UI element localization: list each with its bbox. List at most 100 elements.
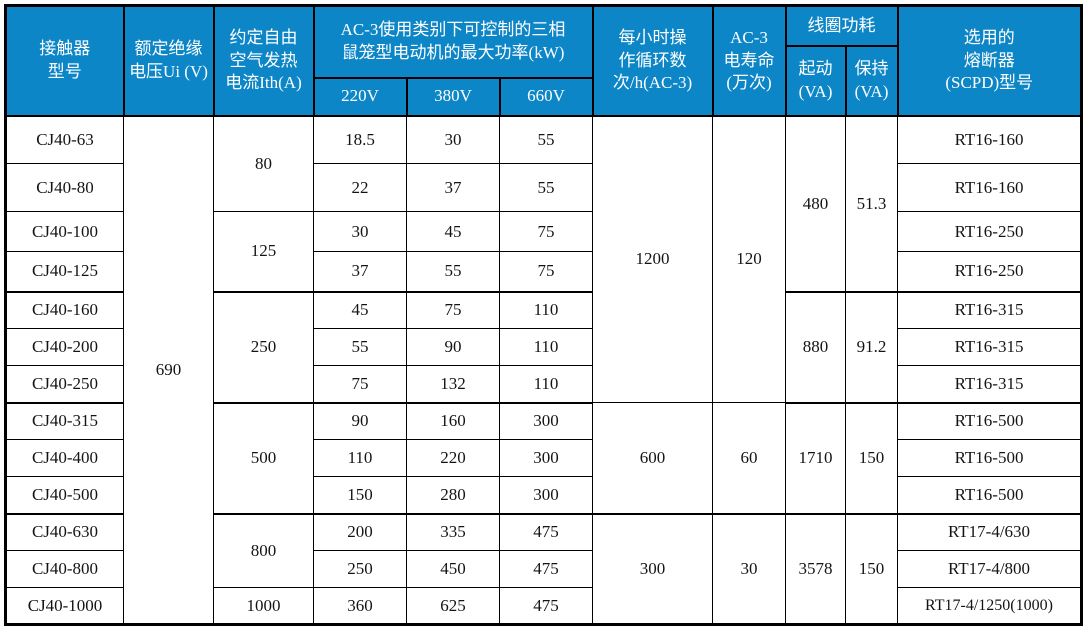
cell-ops: 1200 xyxy=(592,115,714,403)
cell-p380: 220 xyxy=(406,439,500,477)
cell-fuse: RT16-315 xyxy=(897,328,1083,366)
table-row: CJ40-500 150 280 300 RT16-500 xyxy=(5,476,1083,515)
header-contactor-model: 接触器 型号 xyxy=(4,4,125,117)
cell-coil-hold: 150 xyxy=(845,402,899,515)
table-body: CJ40-63 690 80 18.5 30 55 1200 120 480 5… xyxy=(5,115,1083,625)
cell-p660: 75 xyxy=(498,251,594,293)
cell-p380: 90 xyxy=(406,328,500,366)
cell-p380: 55 xyxy=(406,251,500,293)
table-row: CJ40-100 125 30 45 75 RT16-250 xyxy=(5,211,1083,293)
header-ops-per-hour: 每小时操 作循环数 次/h(AC-3) xyxy=(591,4,714,117)
table-row: CJ40-80 22 37 55 RT16-160 xyxy=(5,163,1083,212)
contactor-spec-table: 接触器 型号 额定绝缘 电压Ui (V) 约定自由 空气发热 电流Ith(A) … xyxy=(4,4,1084,626)
cell-ith: 125 xyxy=(213,211,314,293)
cell-model: CJ40-63 xyxy=(5,115,124,164)
cell-model: CJ40-315 xyxy=(5,402,124,440)
cell-coil-hold: 150 xyxy=(845,513,899,625)
cell-p660: 55 xyxy=(498,163,594,212)
cell-rated-voltage: 690 xyxy=(123,115,214,625)
cell-coil-start: 1710 xyxy=(785,402,847,515)
cell-p380: 37 xyxy=(406,163,500,212)
cell-p380: 280 xyxy=(406,476,500,515)
cell-p380: 625 xyxy=(406,587,500,625)
cell-model: CJ40-1000 xyxy=(5,587,124,625)
cell-p220: 75 xyxy=(313,365,407,404)
header-220v: 220V xyxy=(312,76,408,117)
cell-p220: 360 xyxy=(313,587,407,625)
cell-model: CJ40-160 xyxy=(5,291,124,329)
cell-coil-hold: 91.2 xyxy=(845,291,899,404)
cell-coil-start: 480 xyxy=(785,115,847,293)
cell-p380: 160 xyxy=(406,402,500,440)
cell-coil-start: 3578 xyxy=(785,513,847,625)
header-660v: 660V xyxy=(498,76,594,117)
header-electrical-life: AC-3 电寿命 (万次) xyxy=(711,4,787,117)
cell-model: CJ40-125 xyxy=(5,251,124,293)
cell-ith: 80 xyxy=(213,115,314,212)
cell-life: 120 xyxy=(712,115,787,403)
cell-fuse: RT16-250 xyxy=(897,251,1083,293)
cell-model: CJ40-100 xyxy=(5,211,124,252)
table-row: CJ40-200 55 90 110 RT16-315 xyxy=(5,328,1083,366)
cell-p380: 335 xyxy=(406,513,500,551)
cell-coil-start: 880 xyxy=(785,291,847,404)
table-row: CJ40-800 250 450 475 RT17-4/800 xyxy=(5,550,1083,588)
cell-p380: 75 xyxy=(406,291,500,329)
cell-fuse: RT17-4/800 xyxy=(897,550,1083,588)
cell-p220: 37 xyxy=(313,251,407,293)
cell-p660: 110 xyxy=(498,328,594,366)
cell-p660: 300 xyxy=(498,439,594,477)
cell-fuse: RT16-250 xyxy=(897,211,1083,252)
cell-model: CJ40-630 xyxy=(5,513,124,551)
cell-p220: 45 xyxy=(313,291,407,329)
cell-ops: 600 xyxy=(592,402,714,515)
cell-fuse: RT16-160 xyxy=(897,115,1083,164)
header-coil-hold: 保持 (VA) xyxy=(844,44,899,117)
cell-fuse: RT17-4/630 xyxy=(897,513,1083,551)
cell-life: 60 xyxy=(712,402,787,515)
table-header: 接触器 型号 额定绝缘 电压Ui (V) 约定自由 空气发热 电流Ith(A) … xyxy=(4,4,1083,117)
cell-p220: 22 xyxy=(313,163,407,212)
cell-model: CJ40-400 xyxy=(5,439,124,477)
cell-p220: 90 xyxy=(313,402,407,440)
cell-model: CJ40-500 xyxy=(5,476,124,515)
table-row: CJ40-315 500 90 160 300 600 60 1710 150 … xyxy=(5,402,1083,515)
table-row: CJ40-1000 1000 360 625 475 RT17-4/1250(1… xyxy=(5,587,1083,625)
header-coil-consumption-group: 线圈功耗 xyxy=(784,4,899,47)
cell-p660: 55 xyxy=(498,115,594,164)
cell-fuse: RT17-4/1250(1000) xyxy=(897,587,1083,625)
cell-ops: 300 xyxy=(592,513,714,625)
cell-p220: 30 xyxy=(313,211,407,252)
table-row: CJ40-250 75 132 110 RT16-315 xyxy=(5,365,1083,404)
cell-p660: 75 xyxy=(498,211,594,252)
header-rated-insulation-voltage: 额定绝缘 电压Ui (V) xyxy=(122,4,215,117)
cell-ith: 1000 xyxy=(213,587,314,625)
cell-model: CJ40-80 xyxy=(5,163,124,212)
table-row: CJ40-630 800 200 335 475 300 30 3578 150… xyxy=(5,513,1083,625)
table-row: CJ40-400 110 220 300 RT16-500 xyxy=(5,439,1083,477)
cell-p660: 300 xyxy=(498,476,594,515)
cell-p380: 45 xyxy=(406,211,500,252)
cell-p220: 110 xyxy=(313,439,407,477)
cell-p660: 110 xyxy=(498,365,594,404)
cell-p220: 200 xyxy=(313,513,407,551)
header-fuse-type: 选用的 熔断器 (SCPD)型号 xyxy=(896,4,1083,117)
table-row: CJ40-63 690 80 18.5 30 55 1200 120 480 5… xyxy=(5,115,1083,625)
cell-model: CJ40-800 xyxy=(5,550,124,588)
cell-p380: 450 xyxy=(406,550,500,588)
cell-fuse: RT16-160 xyxy=(897,163,1083,212)
cell-life: 30 xyxy=(712,513,787,625)
cell-p660: 110 xyxy=(498,291,594,329)
cell-fuse: RT16-500 xyxy=(897,402,1083,440)
cell-model: CJ40-250 xyxy=(5,365,124,404)
cell-p380: 30 xyxy=(406,115,500,164)
cell-fuse: RT16-500 xyxy=(897,476,1083,515)
header-coil-start: 起动 (VA) xyxy=(784,44,847,117)
cell-ith: 500 xyxy=(213,402,314,515)
cell-p220: 250 xyxy=(313,550,407,588)
cell-ith: 250 xyxy=(213,291,314,404)
cell-p220: 150 xyxy=(313,476,407,515)
cell-p220: 55 xyxy=(313,328,407,366)
header-380v: 380V xyxy=(405,76,501,117)
